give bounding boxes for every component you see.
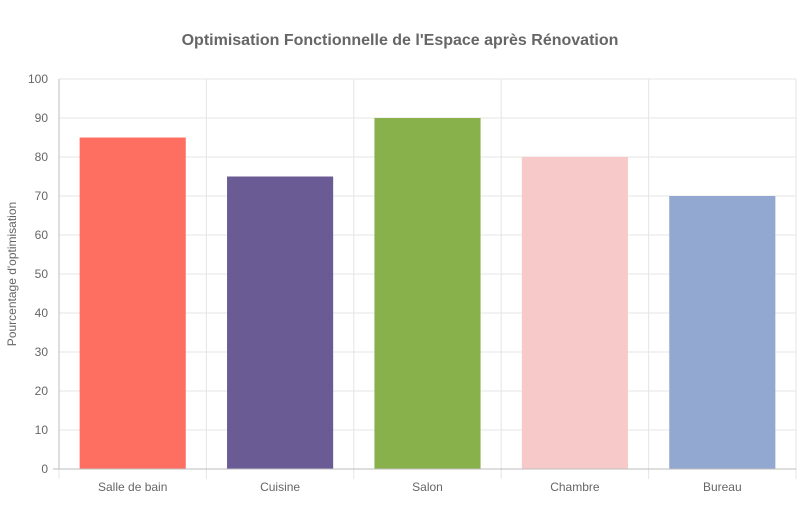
x-tick-label: Chambre — [550, 480, 600, 494]
y-tick-label: 50 — [35, 267, 49, 281]
x-tick-label: Salon — [412, 480, 443, 494]
y-tick-label: 60 — [35, 228, 49, 242]
y-tick-label: 40 — [35, 306, 49, 320]
x-ticks: Salle de bain Cuisine Salon Chambre Bureau — [98, 480, 742, 494]
axes — [53, 79, 797, 479]
chart-title: Optimisation Fonctionnelle de l'Espace a… — [182, 32, 619, 49]
y-tick-label: 100 — [28, 72, 48, 86]
bar[interactable] — [521, 157, 628, 469]
bar[interactable] — [669, 196, 776, 469]
bar[interactable] — [227, 176, 334, 470]
y-tick-label: 20 — [35, 384, 49, 398]
x-tick-label: Salle de bain — [98, 480, 167, 494]
y-tick-label: 70 — [35, 189, 49, 203]
y-tick-label: 90 — [35, 111, 49, 125]
x-tick-label: Cuisine — [260, 480, 300, 494]
y-tick-label: 10 — [35, 423, 49, 437]
x-tick-label: Bureau — [703, 480, 742, 494]
y-tick-label: 0 — [41, 462, 48, 476]
bar[interactable] — [374, 118, 481, 469]
y-ticks: 0 10 20 30 40 50 60 70 80 90 100 — [28, 72, 48, 476]
y-axis-label: Pourcentage d'optimisation — [5, 202, 19, 346]
bar[interactable] — [79, 137, 186, 470]
bars — [79, 118, 776, 470]
y-tick-label: 80 — [35, 150, 49, 164]
y-tick-label: 30 — [35, 345, 49, 359]
